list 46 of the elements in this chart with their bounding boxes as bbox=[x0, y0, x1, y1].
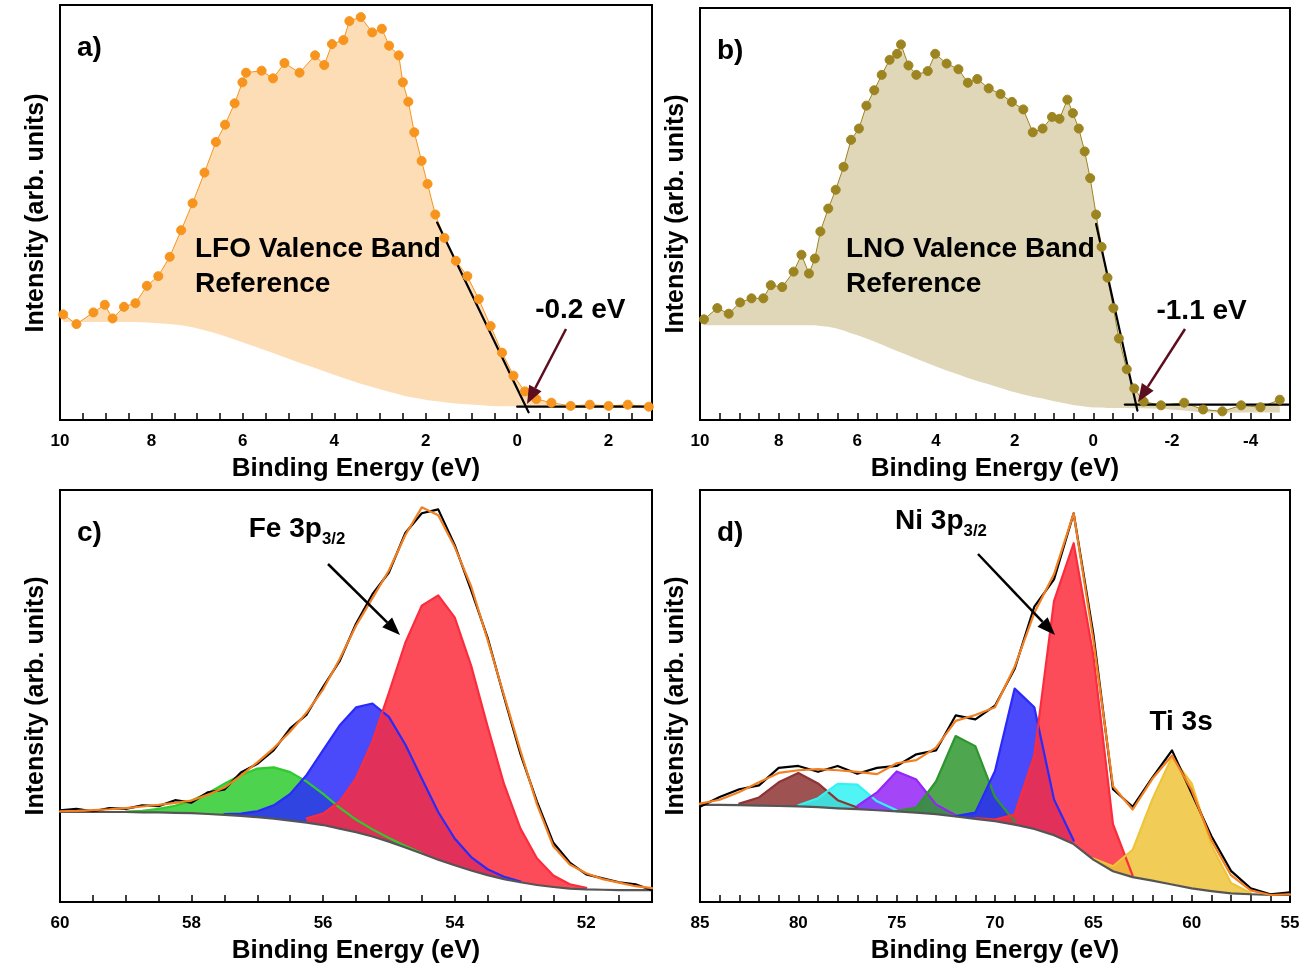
x-tick-label: 2 bbox=[1009, 431, 1020, 450]
x-tick-label: 58 bbox=[182, 913, 202, 932]
x-tick-label: 4 bbox=[931, 431, 942, 450]
x-tick-label: -4 bbox=[1243, 431, 1259, 450]
x-tick-label: 60 bbox=[1182, 913, 1202, 932]
x-tick-label: 55 bbox=[1280, 913, 1300, 932]
x-axis-title: Binding Energy (eV) bbox=[870, 452, 1120, 482]
y-axis-title: Intensity (arb. units) bbox=[659, 576, 689, 816]
x-tick-label: 0 bbox=[1088, 431, 1099, 450]
x-tick-label: 10 bbox=[690, 431, 710, 450]
text: a) bbox=[77, 30, 102, 62]
x-tick-label: 65 bbox=[1083, 913, 1103, 932]
annotation: -0.2 eV bbox=[535, 292, 626, 325]
x-tick-label: 56 bbox=[313, 913, 333, 932]
x-tick-label: 0 bbox=[512, 431, 522, 450]
x-tick-label: 8 bbox=[773, 431, 784, 450]
x-tick-label: 75 bbox=[887, 913, 907, 932]
x-tick-label: 10 bbox=[50, 431, 70, 450]
chart-title: b) bbox=[717, 33, 744, 65]
annotation: Ti 3s bbox=[1149, 705, 1213, 737]
x-tick-label: 85 bbox=[690, 913, 710, 932]
x-tick-label: 52 bbox=[576, 913, 596, 932]
annotation: LNO Valence Band Reference bbox=[846, 231, 1096, 300]
annotation: LFO Valence Band Reference bbox=[195, 231, 442, 300]
y-axis-title: Intensity (arb. units) bbox=[19, 576, 49, 816]
x-axis-title: Binding Energy (eV) bbox=[231, 934, 481, 964]
x-tick-label: 6 bbox=[238, 431, 248, 450]
x-tick-label: 60 bbox=[50, 913, 70, 932]
x-tick-label: 6 bbox=[852, 431, 863, 450]
x-tick-label: -2 bbox=[1164, 431, 1180, 450]
annotation: Ni 3p$_{3/2}$ bbox=[895, 504, 987, 541]
annotation: Fe 3p$_{3/2}$ bbox=[248, 512, 346, 549]
x-tick-label: 4 bbox=[329, 431, 340, 450]
x-axis-title: Binding Energy (eV) bbox=[231, 452, 481, 482]
x-tick-label: 2 bbox=[420, 431, 431, 450]
y-axis-title: Intensity (arb. units) bbox=[19, 93, 49, 333]
annotation: -1.1 eV bbox=[1156, 293, 1247, 325]
x-tick-label: 2 bbox=[603, 431, 614, 450]
x-tick-label: 70 bbox=[985, 913, 1005, 932]
chart-title: d) bbox=[717, 515, 744, 547]
x-tick-label: 80 bbox=[788, 913, 808, 932]
chart-title: c) bbox=[77, 515, 102, 547]
x-tick-label: 54 bbox=[445, 913, 465, 932]
y-axis-title: Intensity (arb. units) bbox=[659, 94, 689, 334]
x-tick-label: 8 bbox=[146, 431, 157, 450]
x-axis-title: Binding Energy (eV) bbox=[870, 934, 1120, 964]
